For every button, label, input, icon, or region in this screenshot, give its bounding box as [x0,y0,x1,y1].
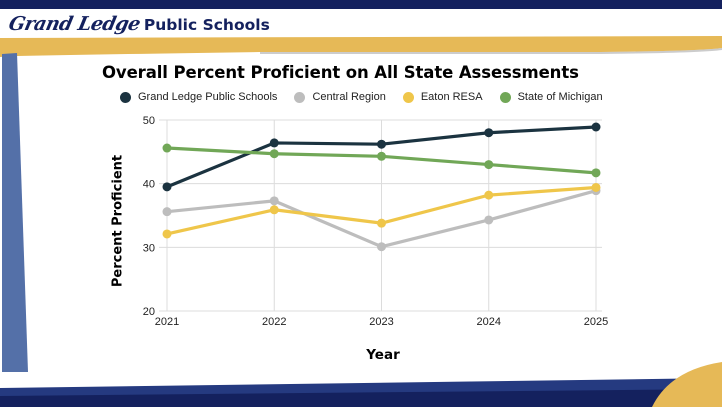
y-tick-label: 30 [143,242,155,254]
legend-label: Central Region [312,91,386,103]
top-navy-band [0,0,722,9]
corner-gold-swoosh [652,362,722,407]
series-lines [162,122,601,252]
data-point [377,151,386,161]
gold-band [0,36,722,57]
data-point [591,122,601,132]
chart-title: Overall Percent Proficient on All State … [102,63,579,82]
legend-item: Eaton RESA [402,91,483,103]
data-point [591,182,601,192]
legend-marker [499,91,511,103]
legend-item: Central Region [294,91,386,103]
x-tick-label: 2025 [584,316,608,328]
legend-label: State of Michigan [517,91,603,103]
x-tick-label: 2023 [369,316,393,328]
data-point [377,242,386,252]
y-tick-label: 40 [143,179,155,191]
x-tick-label: 2021 [155,316,179,328]
data-point [162,182,172,192]
x-axis-label: Year [366,347,400,363]
gold-band-shadow [260,48,722,54]
x-tick-label: 2024 [477,316,501,328]
bottom-navy-band [0,389,722,407]
data-point [377,218,386,228]
legend-item: Grand Ledge Public Schools [120,91,277,103]
x-tick-labels: 2021 2022 2023 2024 2025 [155,316,608,328]
y-tick-labels: 20 30 40 50 [143,115,155,318]
legend-marker [402,91,414,103]
data-point [484,128,494,138]
series-state-of-michigan [162,143,601,178]
chart-legend: Grand Ledge Public Schools Central Regio… [120,91,620,103]
y-tick-label: 50 [143,115,155,127]
legend-label: Grand Ledge Public Schools [138,91,278,103]
data-point [269,196,279,206]
data-point [162,229,172,239]
data-point [484,160,494,170]
data-point [162,207,172,217]
legend-item: State of Michigan [499,91,603,103]
data-point [162,143,172,153]
data-point [484,215,494,225]
data-point [269,149,279,159]
legend-label: Eaton RESA [420,91,483,103]
y-tick-label: 20 [143,306,155,318]
data-point [269,138,279,148]
legend-marker [294,91,306,103]
series-grand-ledge-public-schools [162,122,601,192]
x-tick-label: 2022 [262,316,286,328]
legend-marker [120,91,131,103]
data-point [484,190,494,200]
left-blue-stripe [2,53,28,372]
gridlines [159,119,602,312]
data-point [269,205,279,215]
data-point [377,139,386,149]
logo-text: Public Schools [143,16,270,34]
series-eaton-resa [162,182,601,239]
data-point [591,168,601,178]
school-logo: Grand Ledge Public Schools [7,13,270,35]
